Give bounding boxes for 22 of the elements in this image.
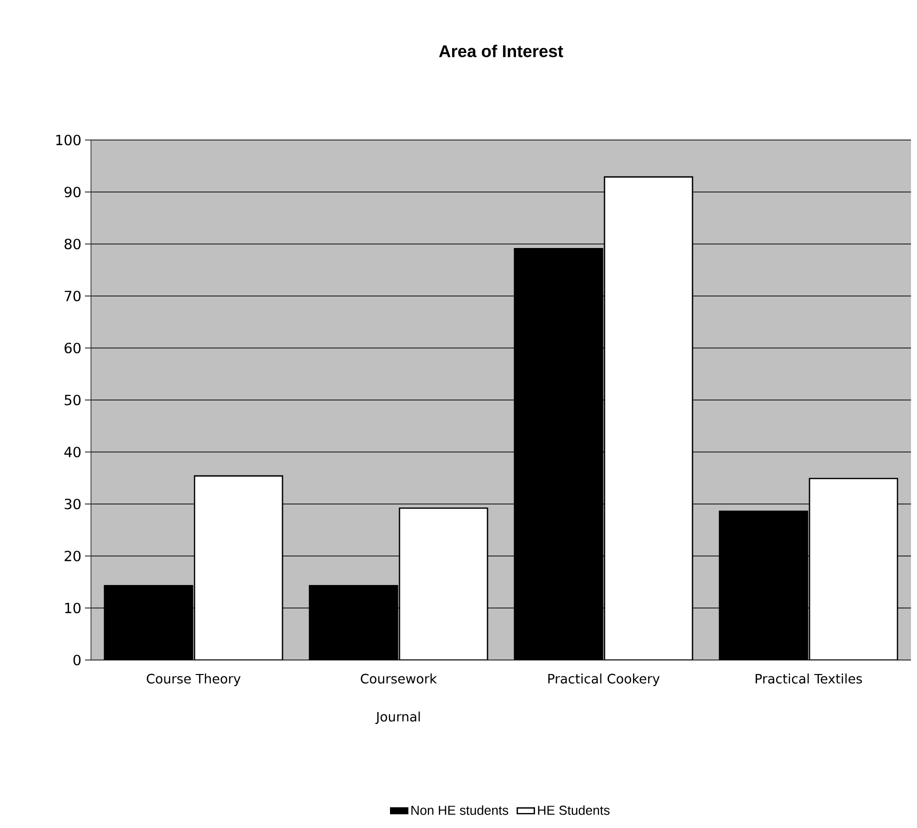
y-tick-label: 70 <box>64 290 81 302</box>
y-tick-label: 50 <box>64 394 81 406</box>
y-tick-label: 20 <box>64 550 81 562</box>
category-label: Coursework Journal <box>360 674 437 724</box>
y-tick-label: 10 <box>65 602 81 614</box>
y-tick-label: 80 <box>64 238 81 250</box>
x-tick-label: Practical Cookery <box>548 674 660 686</box>
y-tick-label: 30 <box>64 498 81 510</box>
x-tick-label: Course Theory <box>146 674 241 686</box>
y-tick-label: 40 <box>64 446 81 458</box>
y-tick-label: 90 <box>64 186 81 198</box>
x-tick-label: Practical Textiles <box>756 674 862 684</box>
bar <box>194 475 284 660</box>
y-tick-label: 60 <box>64 342 81 354</box>
chart-title: Area of Interest <box>439 44 564 58</box>
bar <box>398 508 488 660</box>
legend-label: HE Students <box>538 805 610 815</box>
bar <box>808 478 898 660</box>
bar <box>604 176 694 660</box>
y-tick-label: 100 <box>56 134 81 146</box>
legend-label: Non HE students <box>411 805 508 815</box>
y-tick-label: 0 <box>73 654 81 666</box>
